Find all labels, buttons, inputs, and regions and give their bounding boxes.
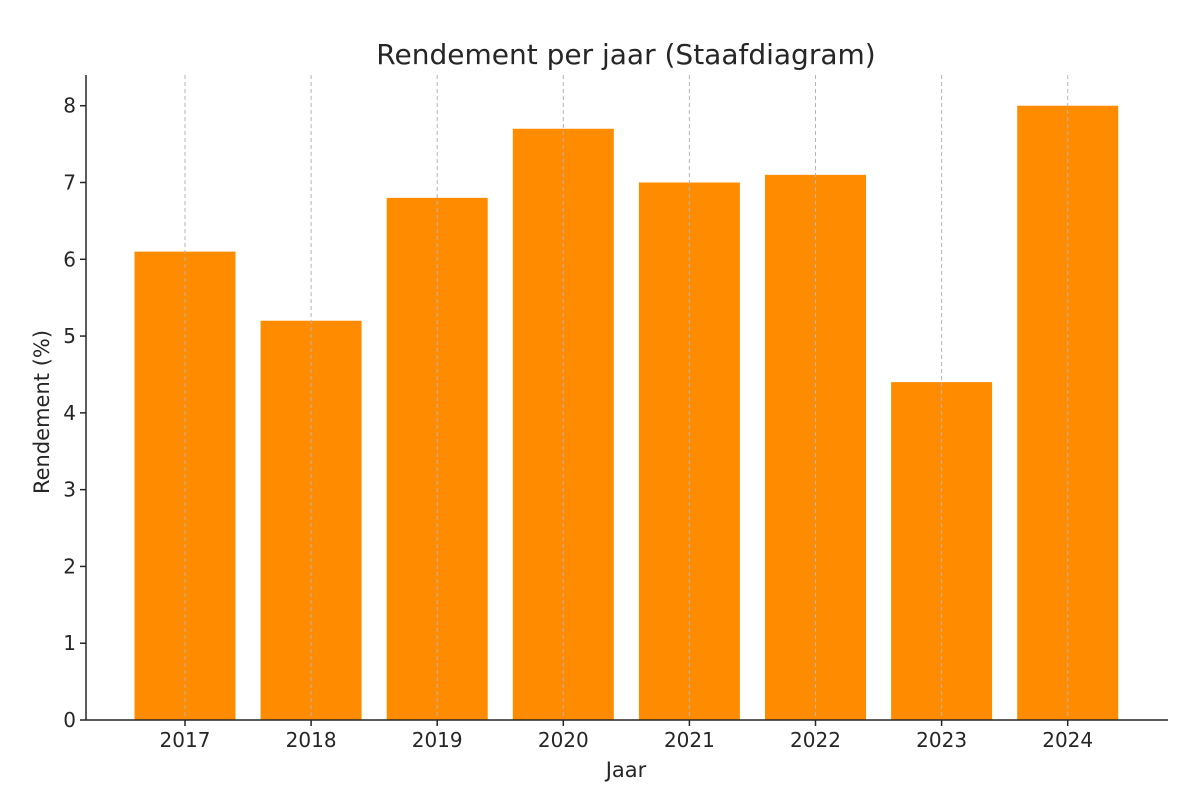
x-axis-label: Jaar [604,758,647,782]
x-ticks: 2017 2018 2019 2020 2021 2022 2023 2024 [160,720,1093,752]
bar-2019 [386,197,488,720]
y-tick-label-4: 4 [63,401,76,425]
bar-2021 [638,182,740,720]
x-tick-label-2024: 2024 [1042,728,1093,752]
bars [134,75,1119,721]
axes [85,75,1168,721]
y-tick-label-3: 3 [63,478,76,502]
y-axis-label: Rendement (%) [30,330,54,494]
x-tick-label-2021: 2021 [664,728,715,752]
y-tick-label-7: 7 [63,171,76,195]
y-tick-label-8: 8 [63,94,76,118]
y-tick-label-2: 2 [63,554,76,578]
x-tick-label-2023: 2023 [916,728,967,752]
y-tick-label-6: 6 [63,247,76,271]
x-tick-label-2020: 2020 [538,728,589,752]
y-tick-label-5: 5 [63,324,76,348]
y-tick-label-0: 0 [63,708,76,732]
x-tick-label-2022: 2022 [790,728,841,752]
y-ticks: 0 1 2 3 4 5 6 7 8 [63,94,86,732]
x-tick-label-2017: 2017 [160,728,211,752]
x-tick-label-2018: 2018 [286,728,337,752]
bar-2018 [260,320,362,720]
chart-title: Rendement per jaar (Staafdiagram) [376,38,875,71]
x-tick-label-2019: 2019 [412,728,463,752]
y-tick-label-1: 1 [63,631,76,655]
